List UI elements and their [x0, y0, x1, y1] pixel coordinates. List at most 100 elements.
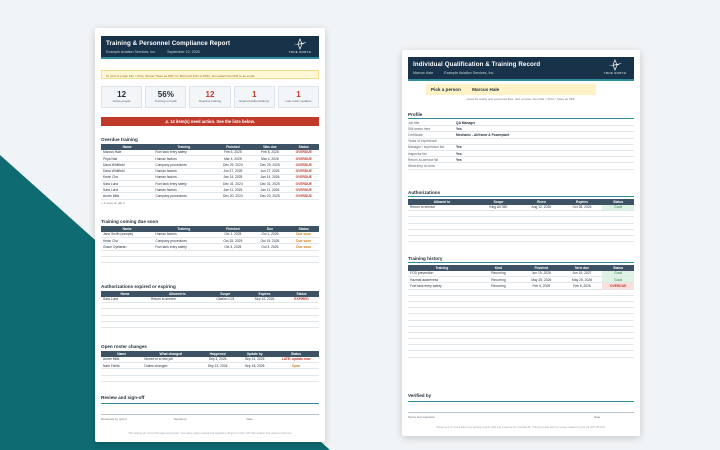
table-row: Marcus Hale Fuel tank entry safety Feb 5, … [101, 149, 319, 157]
table-row: Dana Whitfield Company procedures Dec 29, … [101, 161, 319, 169]
table-cell: Kevin Cho [101, 237, 154, 245]
table-cell: Oct 1, 2026 [251, 231, 289, 239]
column-header: Name [101, 350, 143, 357]
column-header: Was due [251, 143, 289, 150]
table-cell: Due soon [288, 243, 319, 251]
empty-cell [148, 315, 206, 322]
table-row: Jane Smith (sample) Human factors Oct 1, 2… [101, 231, 319, 239]
empty-cell [284, 315, 319, 322]
empty-cell [244, 315, 285, 322]
empty-cell [602, 235, 634, 243]
section-title: Authorizations expired or expiring [101, 284, 176, 289]
logo-text: TRUE NORTH [603, 71, 627, 75]
table-cell: OVERDUE [288, 192, 319, 200]
empty-row [101, 368, 319, 376]
empty-cell [520, 229, 562, 236]
empty-cell [205, 315, 245, 322]
table-cell: Good [602, 270, 634, 278]
empty-row [408, 313, 634, 321]
empty-cell [561, 235, 603, 243]
record-footer: Shown as-is of current data in the track… [436, 426, 606, 429]
table-row: Fuel tank entry safety Recurring Feb 5, 20… [408, 282, 634, 290]
empty-cell [475, 295, 521, 302]
empty-cell [205, 308, 245, 316]
profile-row: Certificate Mechanic - Airframe & Powerpl… [408, 132, 634, 139]
compass-plane-icon [293, 38, 307, 50]
table-cell: Duties changed [142, 362, 200, 370]
column-header: Status [602, 264, 634, 271]
table-cell: Dec 29, 2024 [214, 161, 252, 169]
empty-cell [475, 216, 521, 224]
kpi-value: 12 [205, 90, 215, 99]
table-cell: Return to service [148, 296, 206, 304]
empty-cell [602, 229, 634, 236]
column-header: Finished [214, 225, 252, 232]
empty-cell [101, 250, 154, 257]
table-cell: Hazmat awareness [408, 276, 476, 284]
table-cell: Return to service [408, 204, 476, 212]
empty-cell [408, 229, 476, 236]
table-cell: Jan 11, 2026 [251, 186, 289, 194]
empty-cell [475, 223, 521, 230]
empty-row [408, 289, 634, 296]
column-header: Expires [561, 198, 603, 205]
profile-key: Years of experience [408, 139, 438, 144]
profile-key: Return-to-service list [408, 157, 439, 162]
table-row: Dana Whitfield Human factors Jun 27, 2025 J… [101, 168, 319, 175]
kpi-value: 56% [157, 90, 174, 99]
empty-cell [475, 338, 521, 346]
coming-due-section: Training coming due soon Name Training F… [101, 219, 319, 263]
signature-field: Signature [173, 416, 187, 421]
table-cell: Mar 4, 2025 [214, 155, 252, 163]
empty-cell [520, 210, 562, 218]
empty-cell [408, 313, 476, 321]
record-header: Individual Qualification & Training Reco… [408, 57, 634, 81]
person-picker[interactable]: Pick a person Marcus Hale [426, 84, 596, 95]
empty-cell [205, 321, 245, 328]
empty-cell [408, 223, 476, 230]
kpi-label: Training on track [154, 99, 177, 103]
kpi-row: 12 Active people 56% Training on track 12 O… [101, 86, 320, 108]
empty-cell [148, 308, 206, 316]
empty-cell [236, 368, 274, 376]
empty-cell [602, 216, 634, 224]
verified-fields: Name and signature Date [408, 412, 634, 419]
empty-cell [602, 313, 634, 321]
review-signoff-section: Review and sign-off [101, 395, 319, 402]
table-cell: Jane Smith (sample) [101, 231, 154, 239]
section-title: Open roster changes [101, 344, 147, 349]
true-north-logo: TRUE NORTH [602, 59, 628, 78]
column-header: What changed [142, 350, 200, 357]
table-body: Sara Lund Return to service Citation CJ3 Se… [101, 296, 319, 328]
table-row: Nate Fields Duties changed Sep 13, 2026 Sep… [101, 362, 319, 370]
table-row: Kevin Cho Company procedures Oct 15, 2025 O… [101, 237, 319, 245]
kpi-expired-authorizations: 1 Expired authorizations [233, 86, 275, 108]
picker-label: Pick a person [431, 87, 461, 92]
table-cell: Oct 1, 2025 [214, 231, 252, 239]
empty-row [101, 375, 319, 382]
empty-row [101, 315, 319, 322]
empty-cell [205, 302, 245, 310]
empty-cell [408, 344, 476, 352]
section-title: Authorizations [408, 190, 634, 197]
table-cell: Oct 3, 2025 [214, 243, 252, 251]
table-cell: Jan 14, 2025 [214, 174, 252, 181]
empty-cell [520, 295, 562, 302]
authorizations-section: Authorizations Allowed to Scope Given Ex… [408, 190, 634, 243]
more-items-note: + 4 more on tab 3 [101, 200, 125, 205]
open-roster-changes-section: Open roster changes Name What changed Ha… [101, 344, 319, 382]
profile-row: Inspector list Yes [408, 151, 634, 158]
picker-selected-value[interactable]: Marcus Hale [472, 87, 500, 92]
empty-row [101, 308, 319, 316]
empty-row [408, 307, 634, 315]
table-cell: Aug 12, 2025 [520, 204, 562, 212]
table-cell: Due soon [288, 231, 319, 239]
table-body: Marcus Hale Fuel tank entry safety Feb 5, … [101, 149, 319, 200]
table-cell: OVERDUE [288, 180, 319, 188]
record-title: Individual Qualification & Training Reco… [413, 61, 541, 68]
empty-cell [408, 326, 476, 333]
table-row: Priya Nair Human factors Mar 4, 2025 Mar 4,… [101, 155, 319, 163]
profile-row: Still works here Yes [408, 126, 634, 133]
table-cell: Priya Nair [101, 155, 154, 163]
empty-cell [520, 307, 562, 315]
